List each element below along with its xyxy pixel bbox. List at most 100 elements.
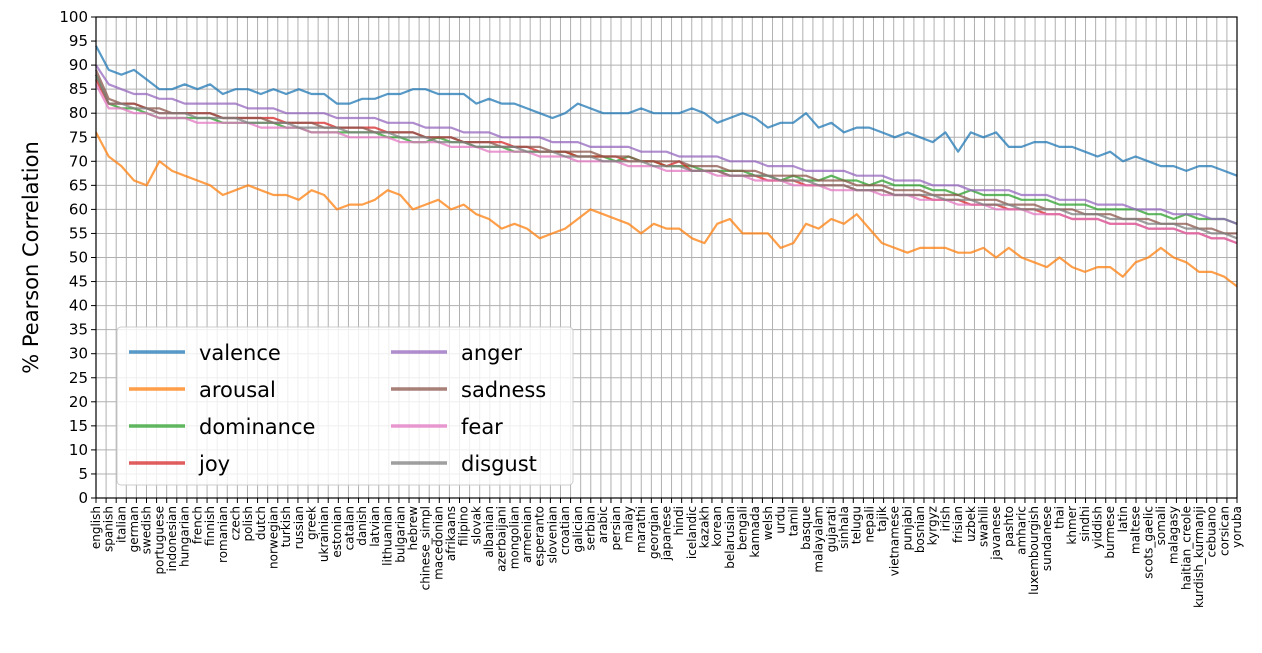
- x-tick-label: nepali: [862, 506, 876, 543]
- x-tick-label: yoruba: [1230, 506, 1244, 548]
- x-tick-label: belarusian: [723, 506, 737, 569]
- x-tick-label: bulgarian: [393, 506, 407, 563]
- x-tick-label: yiddish: [1091, 506, 1105, 549]
- x-tick-label: afrikaans: [444, 506, 458, 561]
- y-tick-label: 20: [69, 393, 88, 411]
- x-tick-label: polish: [241, 506, 255, 541]
- x-tick-label: punjabi: [900, 506, 914, 550]
- x-tick-label: latin: [1116, 506, 1130, 532]
- legend: valence arousal dominance joy anger sadness fe…: [116, 326, 574, 486]
- y-axis-ticks: 0 5 10 15 20 25 30 35 40 45 50 55 60 65 70 75 80 85 90 95 10…: [59, 8, 96, 507]
- x-tick-label: azerbaijani: [495, 506, 509, 572]
- x-tick-label: gujarati: [824, 506, 838, 552]
- y-tick-label: 100: [59, 8, 88, 26]
- legend-label-arousal: arousal: [199, 378, 276, 402]
- y-tick-label: 90: [69, 56, 88, 74]
- legend-label-joy: joy: [198, 452, 230, 476]
- x-tick-label: kyrgyz: [926, 506, 940, 545]
- legend-label-sadness: sadness: [461, 378, 546, 402]
- x-tick-label: macedonian: [431, 506, 445, 580]
- x-axis-ticks: englishspanishitaliangermanswedishportug…: [89, 498, 1244, 608]
- series-line-arousal: [95, 131, 1238, 288]
- x-tick-label: mongolian: [507, 506, 521, 569]
- x-tick-label: welsh: [761, 506, 775, 540]
- x-tick-label: persian: [609, 506, 623, 550]
- x-tick-label: lithuanian: [381, 506, 395, 566]
- y-tick-label: 35: [69, 321, 88, 339]
- x-tick-label: french: [190, 506, 204, 544]
- series-line-anger: [95, 64, 1238, 225]
- x-tick-label: tajik: [875, 506, 889, 532]
- x-tick-label: japanese: [660, 506, 674, 561]
- x-tick-label: malay: [621, 506, 635, 543]
- y-tick-label: 15: [69, 417, 88, 435]
- plot-frame: [95, 16, 1238, 499]
- x-tick-label: uzbek: [964, 506, 978, 542]
- x-tick-label: sundanese: [1040, 506, 1054, 571]
- x-tick-label: portuguese: [152, 506, 166, 574]
- y-tick-label: 75: [69, 128, 88, 146]
- x-tick-label: cebuano: [1205, 506, 1219, 558]
- x-tick-label: haitian_creole: [1179, 506, 1193, 590]
- x-tick-label: korean: [710, 506, 724, 547]
- x-tick-label: finnish: [203, 506, 217, 546]
- x-tick-label: russian: [292, 506, 306, 549]
- y-tick-label: 40: [69, 297, 88, 315]
- legend-box: [116, 326, 574, 486]
- x-tick-label: english: [89, 506, 103, 549]
- y-axis-label: % Pearson Correlation: [19, 141, 43, 374]
- x-tick-label: estonian: [330, 506, 344, 558]
- x-tick-label: galician: [571, 506, 585, 553]
- x-tick-label: serbian: [583, 506, 597, 550]
- x-tick-label: turkish: [279, 506, 293, 547]
- x-tick-label: dutch: [254, 506, 268, 540]
- x-tick-label: german: [127, 506, 141, 552]
- x-tick-label: czech: [228, 506, 242, 540]
- x-tick-label: slovak: [469, 506, 483, 544]
- y-tick-label: 30: [69, 345, 88, 363]
- y-tick-label: 10: [69, 441, 88, 459]
- x-tick-label: kurdish_kurmanji: [1192, 506, 1206, 608]
- x-tick-label: khmer: [1065, 506, 1079, 545]
- x-tick-label: vietnamese: [888, 506, 902, 576]
- y-tick-label: 55: [69, 224, 88, 242]
- x-tick-label: sinhala: [837, 506, 851, 549]
- series-line-disgust: [94, 74, 1238, 240]
- x-tick-label: sindhi: [1078, 506, 1092, 542]
- x-tick-label: malayalam: [812, 506, 826, 573]
- x-tick-label: chinese_simpl: [419, 506, 433, 590]
- x-tick-label: tamil: [786, 506, 800, 536]
- x-tick-label: bosnian: [913, 506, 927, 553]
- x-tick-label: frisian: [951, 506, 965, 543]
- x-tick-label: kannada: [748, 506, 762, 558]
- x-tick-label: danish: [355, 506, 369, 546]
- x-tick-label: catalan: [343, 506, 357, 550]
- y-tick-label: 5: [78, 465, 88, 483]
- x-tick-label: pashto: [1002, 506, 1016, 547]
- series-lines: [94, 45, 1238, 288]
- x-tick-label: somali: [1154, 506, 1168, 545]
- x-tick-label: italian: [114, 506, 128, 543]
- x-tick-label: swedish: [140, 506, 154, 554]
- x-tick-label: marathi: [634, 506, 648, 553]
- x-tick-label: romanian: [216, 506, 230, 563]
- series-line-fear: [95, 83, 1238, 245]
- x-tick-label: hebrew: [406, 506, 420, 551]
- x-tick-label: scots_gaelic: [1141, 506, 1155, 579]
- y-tick-label: 50: [69, 249, 88, 267]
- y-tick-label: 80: [69, 104, 88, 122]
- x-tick-label: bengali: [736, 506, 750, 550]
- x-tick-label: croatian: [558, 506, 572, 555]
- x-tick-label: slovenian: [545, 506, 559, 563]
- x-tick-label: corsican: [1217, 506, 1231, 556]
- x-tick-label: hindi: [672, 506, 686, 536]
- series-line-dominance: [94, 74, 1238, 225]
- x-tick-label: greek: [305, 506, 319, 540]
- legend-label-dominance: dominance: [199, 415, 315, 439]
- x-tick-label: malagasy: [1167, 506, 1181, 564]
- x-tick-label: ukrainian: [317, 506, 331, 562]
- legend-label-valence: valence: [199, 341, 281, 365]
- x-tick-label: icelandic: [685, 506, 699, 559]
- x-tick-label: swahili: [976, 506, 990, 547]
